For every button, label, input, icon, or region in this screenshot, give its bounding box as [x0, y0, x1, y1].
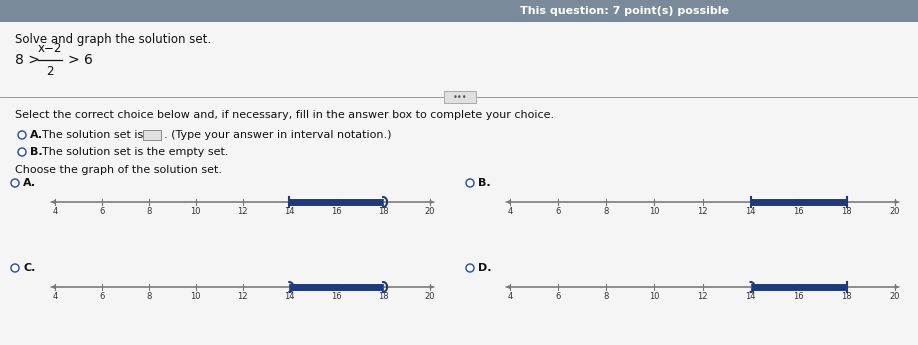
- Text: 12: 12: [237, 207, 248, 216]
- Text: C.: C.: [23, 263, 36, 273]
- Text: 8: 8: [603, 292, 609, 301]
- Circle shape: [18, 131, 26, 139]
- Text: The solution set is the empty set.: The solution set is the empty set.: [42, 147, 229, 157]
- Text: 14: 14: [745, 292, 756, 301]
- Text: A.: A.: [23, 178, 36, 188]
- Text: 12: 12: [698, 207, 708, 216]
- Text: 6: 6: [555, 207, 561, 216]
- Text: A.: A.: [30, 130, 43, 140]
- Circle shape: [11, 179, 19, 187]
- Text: 18: 18: [842, 207, 852, 216]
- Text: This question: 7 point(s) possible: This question: 7 point(s) possible: [520, 6, 729, 16]
- Text: 4: 4: [52, 292, 58, 301]
- Text: 2: 2: [46, 65, 54, 78]
- Text: 16: 16: [330, 207, 341, 216]
- Text: 14: 14: [745, 207, 756, 216]
- Circle shape: [18, 148, 26, 156]
- Text: 18: 18: [378, 207, 388, 216]
- Text: x−2: x−2: [38, 42, 62, 55]
- Text: 4: 4: [508, 292, 512, 301]
- Text: B.: B.: [30, 147, 42, 157]
- Bar: [0, 0, 918, 22]
- Circle shape: [466, 179, 474, 187]
- Text: 10: 10: [190, 292, 201, 301]
- Text: 14: 14: [285, 292, 295, 301]
- Circle shape: [11, 264, 19, 272]
- Text: 18: 18: [378, 292, 388, 301]
- Text: 20: 20: [890, 292, 901, 301]
- Text: 20: 20: [890, 207, 901, 216]
- Text: 10: 10: [649, 207, 660, 216]
- Text: 12: 12: [237, 292, 248, 301]
- Text: 12: 12: [698, 292, 708, 301]
- Text: 16: 16: [330, 292, 341, 301]
- Bar: [143, 130, 161, 140]
- Text: > 6: > 6: [68, 53, 93, 67]
- Text: 10: 10: [649, 292, 660, 301]
- Bar: [444, 91, 476, 103]
- Text: 16: 16: [793, 207, 804, 216]
- Text: 8: 8: [146, 207, 151, 216]
- Text: B.: B.: [478, 178, 490, 188]
- Text: 14: 14: [285, 207, 295, 216]
- Text: 8: 8: [146, 292, 151, 301]
- Text: 16: 16: [793, 292, 804, 301]
- Text: Select the correct choice below and, if necessary, fill in the answer box to com: Select the correct choice below and, if …: [15, 110, 554, 120]
- Text: 10: 10: [190, 207, 201, 216]
- Text: 8 >: 8 >: [15, 53, 39, 67]
- Text: 20: 20: [425, 207, 435, 216]
- Text: 6: 6: [99, 292, 105, 301]
- Text: Choose the graph of the solution set.: Choose the graph of the solution set.: [15, 165, 222, 175]
- Text: 6: 6: [555, 292, 561, 301]
- Text: 8: 8: [603, 207, 609, 216]
- Text: 4: 4: [52, 207, 58, 216]
- Text: The solution set is: The solution set is: [42, 130, 147, 140]
- Text: 6: 6: [99, 207, 105, 216]
- Text: 4: 4: [508, 207, 512, 216]
- Text: •••: •••: [453, 92, 467, 101]
- Text: 18: 18: [842, 292, 852, 301]
- Text: D.: D.: [478, 263, 491, 273]
- Text: . (Type your answer in interval notation.): . (Type your answer in interval notation…: [164, 130, 391, 140]
- Text: 20: 20: [425, 292, 435, 301]
- Text: Solve and graph the solution set.: Solve and graph the solution set.: [15, 33, 211, 47]
- Circle shape: [466, 264, 474, 272]
